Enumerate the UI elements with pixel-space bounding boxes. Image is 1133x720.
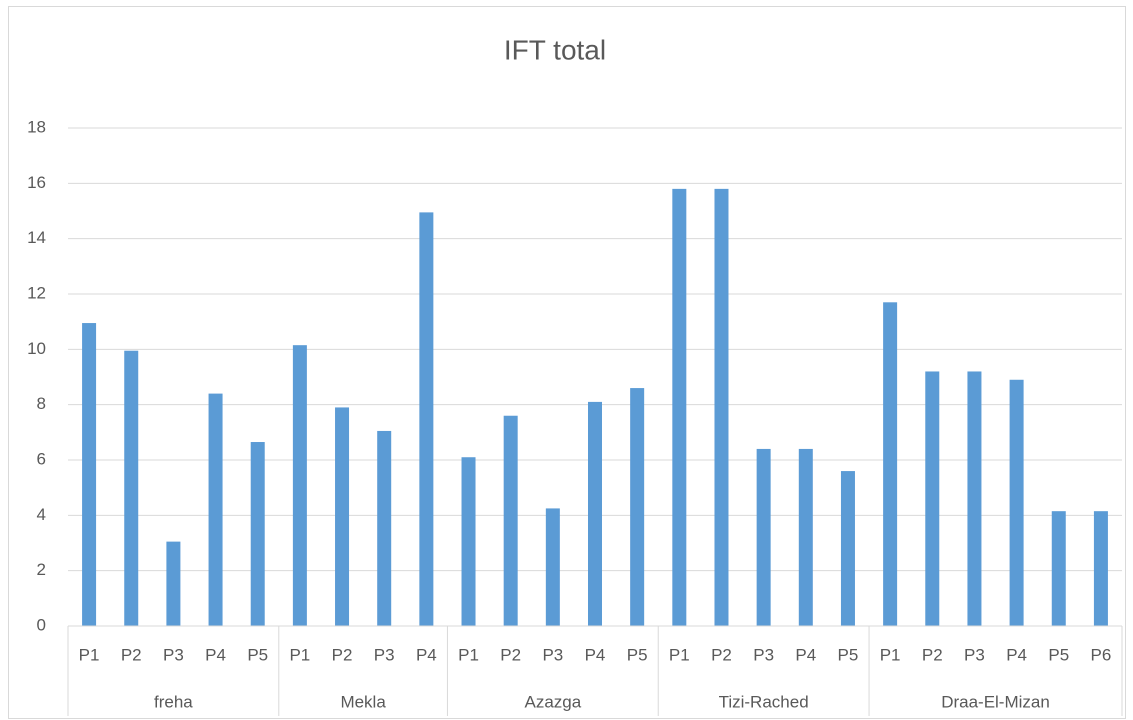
bar (545, 508, 560, 626)
bar (1051, 511, 1066, 626)
x-tick-label: P5 (247, 645, 268, 664)
x-tick-label: P1 (289, 645, 310, 664)
bar (208, 393, 223, 626)
x-tick-label: P4 (795, 645, 816, 664)
bar (461, 457, 476, 626)
x-tick-label: P4 (416, 645, 437, 664)
y-tick-label: 16 (27, 173, 46, 192)
x-tick-label: P1 (79, 645, 100, 664)
bar (756, 448, 771, 626)
bar (124, 350, 139, 626)
chart-title: IFT total (504, 34, 606, 65)
bar (588, 401, 602, 626)
x-tick-label: P1 (669, 645, 690, 664)
x-tick-label: P1 (880, 645, 901, 664)
bar (798, 448, 813, 626)
x-tick-label: P4 (585, 645, 606, 664)
x-tick-label: P4 (1006, 645, 1027, 664)
x-tick-label: P3 (964, 645, 985, 664)
x-tick-label: P6 (1091, 645, 1112, 664)
y-tick-label: 2 (37, 560, 46, 579)
bar (925, 371, 940, 626)
y-tick-label: 6 (37, 449, 46, 468)
bar (166, 541, 181, 626)
x-tick-label: P2 (922, 645, 943, 664)
chart-border (8, 6, 1126, 719)
y-tick-label: 10 (27, 339, 46, 358)
y-tick-label: 4 (37, 505, 46, 524)
x-tick-label: P3 (374, 645, 395, 664)
group-label: freha (154, 692, 193, 711)
y-tick-label: 12 (27, 283, 46, 302)
bar (335, 407, 350, 626)
x-tick-label: P3 (163, 645, 184, 664)
bar (82, 323, 97, 626)
x-tick-label: P3 (753, 645, 774, 664)
bar (840, 471, 855, 626)
bar (503, 415, 518, 626)
bar (377, 430, 392, 626)
y-tick-label: 18 (27, 117, 46, 136)
x-tick-label: P3 (542, 645, 563, 664)
x-tick-label: P5 (1048, 645, 1069, 664)
bar (292, 345, 307, 626)
bar (250, 442, 265, 626)
bar (883, 302, 898, 626)
group-label: Mekla (340, 692, 386, 711)
x-tick-label: P5 (838, 645, 859, 664)
x-tick-label: P5 (627, 645, 648, 664)
x-tick-label: P2 (500, 645, 521, 664)
bar (630, 388, 645, 626)
group-label: Azazga (524, 692, 581, 711)
x-tick-label: P2 (121, 645, 142, 664)
bar (714, 188, 729, 626)
x-tick-label: P2 (711, 645, 732, 664)
group-label: Draa-El-Mizan (941, 692, 1050, 711)
x-tick-label: P4 (205, 645, 226, 664)
bar (672, 188, 687, 626)
y-tick-label: 8 (37, 394, 46, 413)
bar (419, 212, 434, 626)
x-tick-label: P2 (332, 645, 353, 664)
group-label: Tizi-Rached (719, 692, 809, 711)
bar (1093, 511, 1108, 626)
bar (967, 371, 982, 626)
bar (1009, 379, 1024, 626)
y-tick-label: 0 (37, 615, 46, 634)
x-tick-label: P1 (458, 645, 479, 664)
y-tick-label: 14 (27, 228, 46, 247)
